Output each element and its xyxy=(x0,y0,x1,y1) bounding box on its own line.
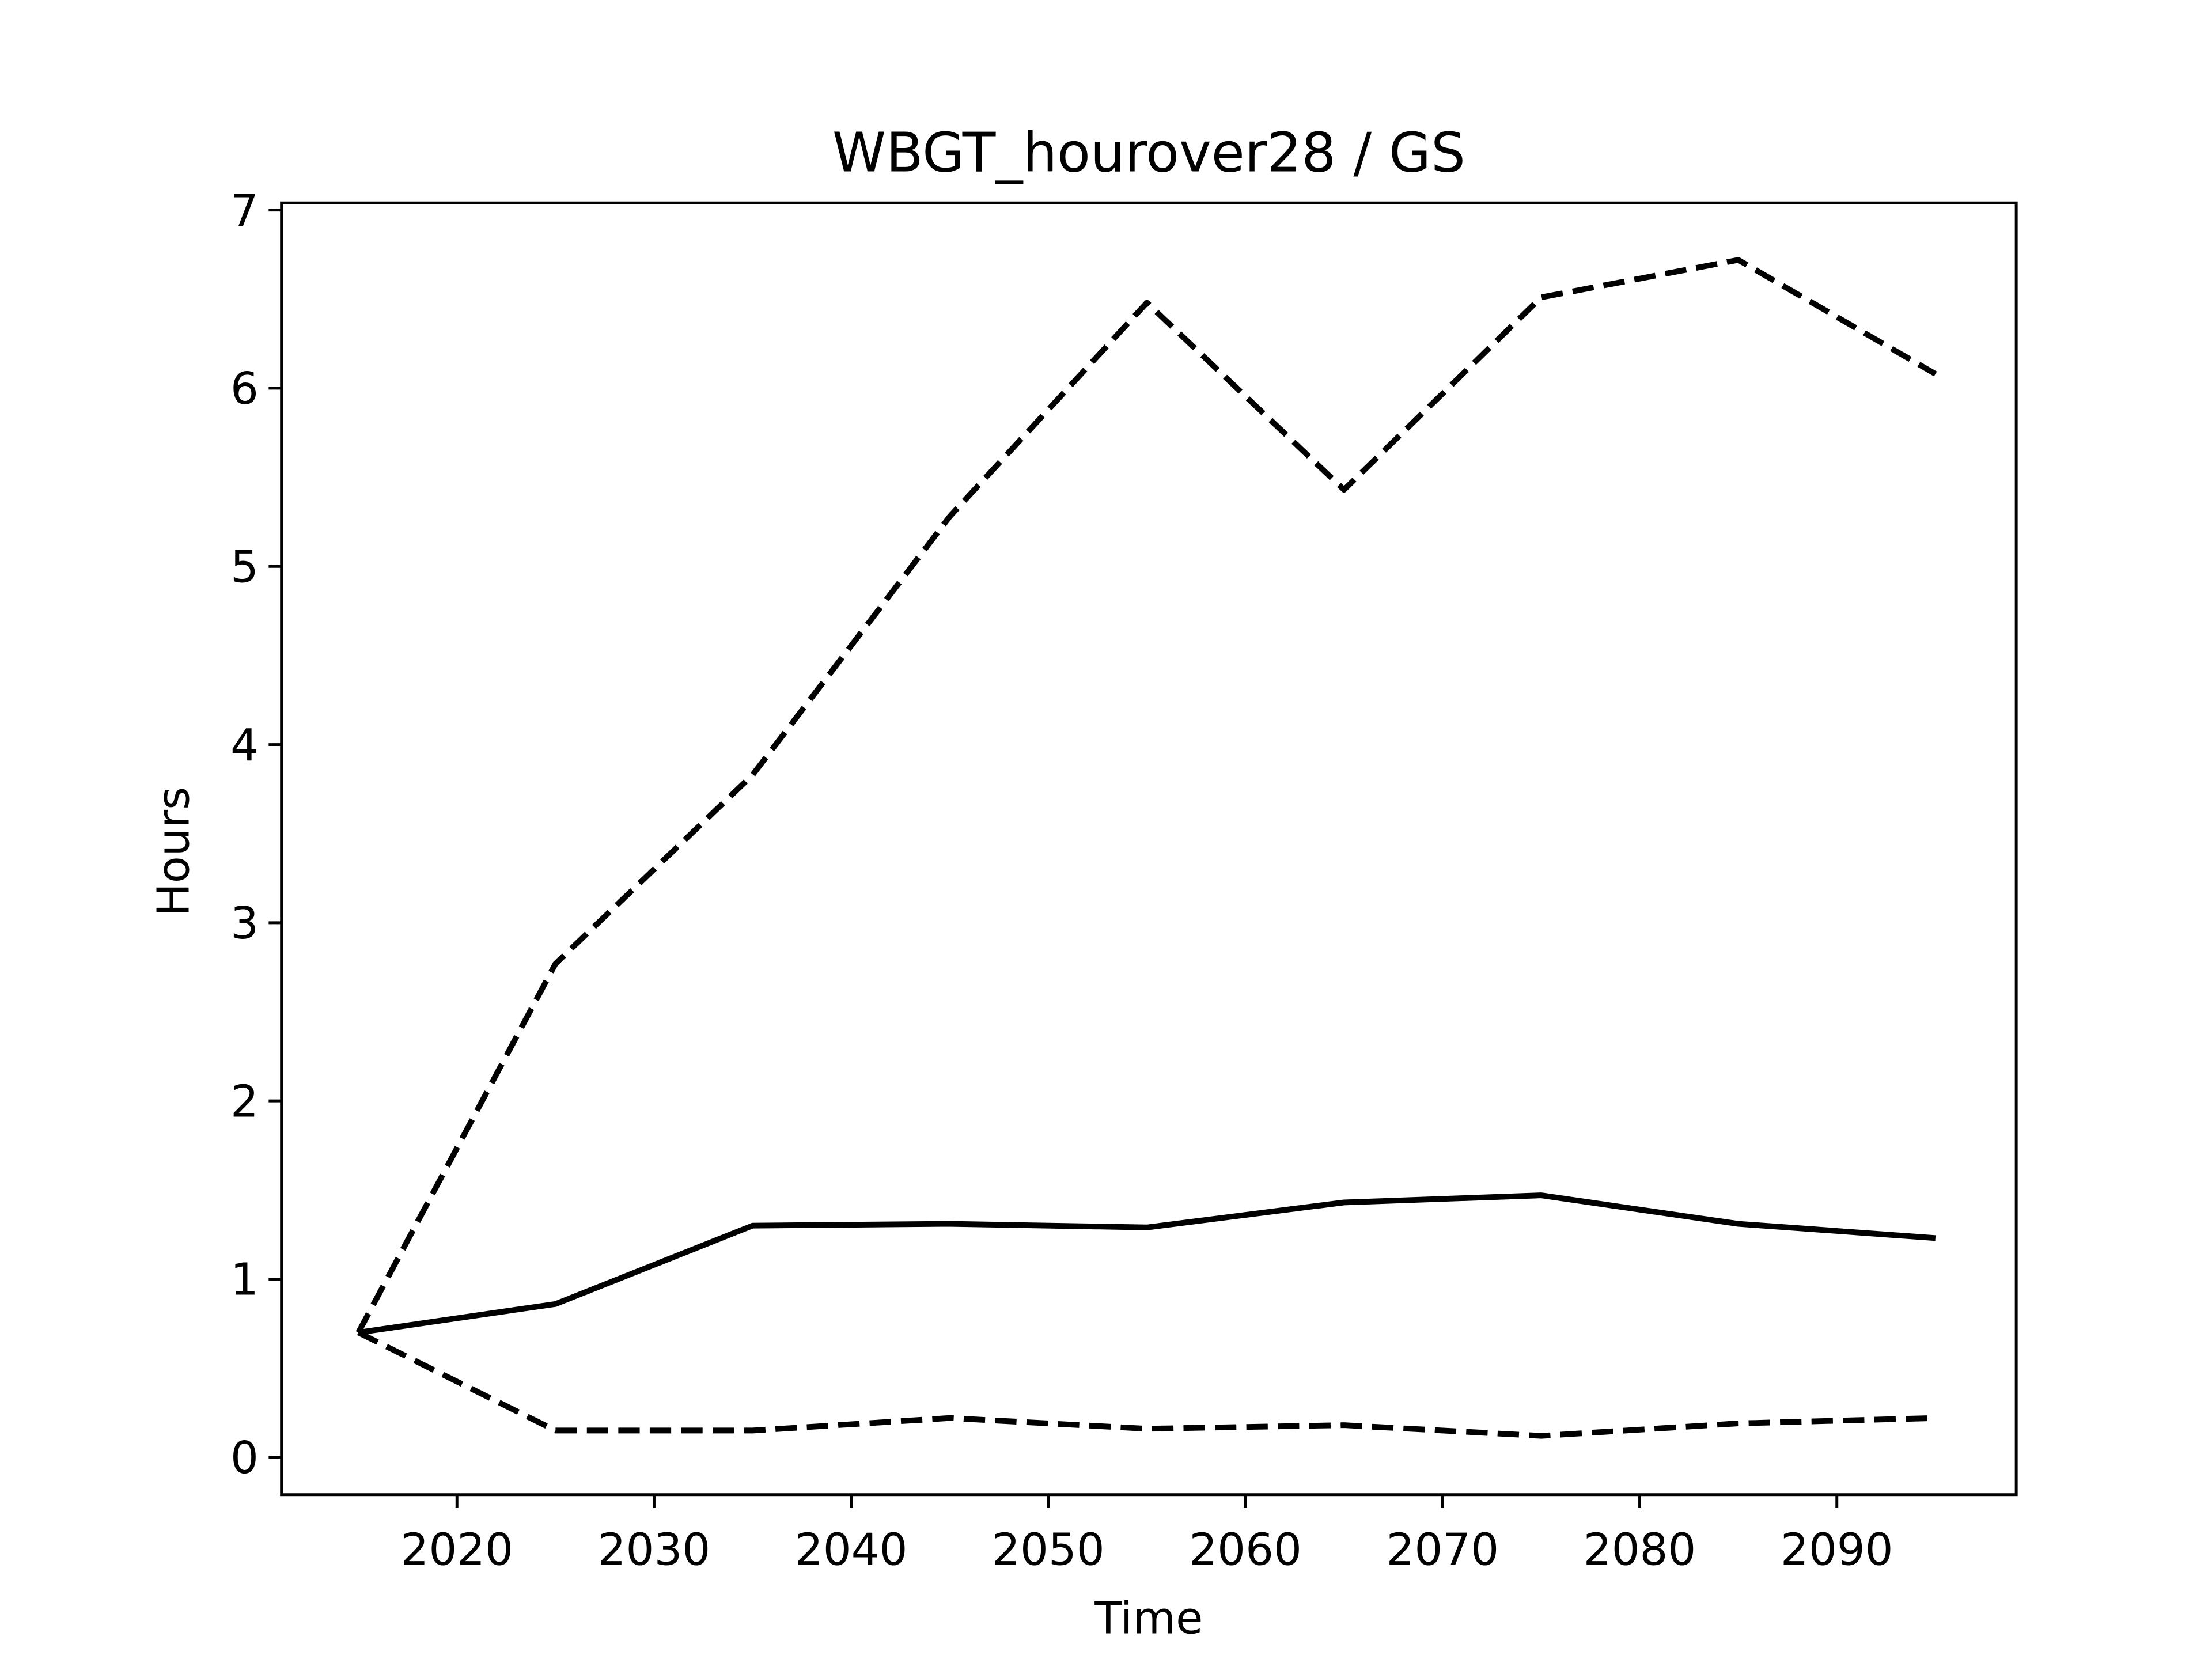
line-series xyxy=(357,1330,1936,1439)
y-tick-label: 4 xyxy=(230,720,259,771)
x-tick-label: 2050 xyxy=(992,1524,1105,1575)
x-tick-label: 2020 xyxy=(400,1524,513,1575)
x-tick-label: 2090 xyxy=(1781,1524,1893,1575)
x-tick-label: 2030 xyxy=(598,1524,711,1575)
x-tick-label: 2080 xyxy=(1584,1524,1696,1575)
x-tick-label: 2060 xyxy=(1189,1524,1302,1575)
y-tick-label: 5 xyxy=(230,542,259,593)
y-tick-label: 7 xyxy=(230,185,259,237)
x-tick-label: 2070 xyxy=(1386,1524,1499,1575)
line-series xyxy=(358,1192,1936,1336)
plot-frame xyxy=(280,201,2018,1497)
y-tick-label: 1 xyxy=(230,1255,259,1306)
chart-title: WBGT_hourover28 / GS xyxy=(832,122,1465,185)
x-tick-label: 2040 xyxy=(795,1524,908,1575)
y-tick-label: 6 xyxy=(230,363,259,415)
x-axis-label: Time xyxy=(1094,1593,1203,1644)
y-tick-label: 0 xyxy=(230,1433,259,1484)
line-series xyxy=(355,257,1937,1334)
y-tick-label: 2 xyxy=(230,1076,259,1127)
y-axis-label: Hours xyxy=(148,787,199,916)
y-tick-label: 3 xyxy=(230,898,259,949)
